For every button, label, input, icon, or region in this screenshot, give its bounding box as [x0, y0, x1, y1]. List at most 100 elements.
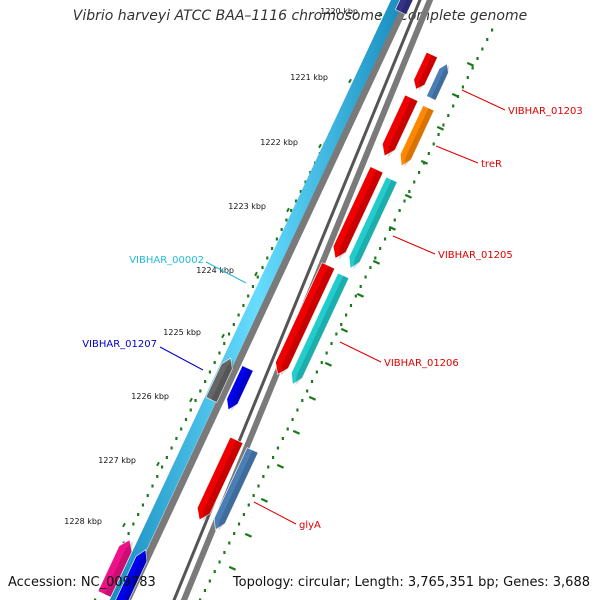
callout-label: VIBHAR_01206	[384, 358, 459, 369]
outer-tick-dot	[481, 47, 484, 51]
tick-dash	[254, 271, 258, 277]
gene-vibhar-01206-b-shade	[295, 275, 349, 386]
outer-tick-dash	[420, 159, 429, 165]
callout-label: treR	[481, 159, 502, 170]
outer-tick-dot	[447, 114, 450, 117]
inner-tick-dot	[223, 342, 226, 345]
inner-tick-dot	[218, 351, 221, 355]
gene-trer-left-shade	[387, 97, 418, 158]
outer-tick-dot	[320, 361, 323, 364]
callout-line	[392, 235, 436, 255]
gene-callout: VIBHAR_01207	[82, 339, 204, 371]
tick-label: 1221 kbp	[290, 73, 328, 82]
outer-tick-dot	[281, 437, 284, 440]
gene-glya	[196, 436, 244, 522]
inner-tick-dot	[141, 503, 145, 507]
gene-callout: VIBHAR_01206	[339, 341, 459, 369]
gene-vibhar-01206-shade	[280, 265, 335, 376]
gene-vibhar-01205-body	[332, 166, 384, 259]
outer-tick-dash	[308, 395, 317, 401]
inner-tick-dot	[156, 475, 159, 478]
outer-tick-dot	[247, 503, 250, 507]
gene-glya-body	[196, 436, 244, 521]
accession-label: Accession: NC_009783	[8, 575, 156, 590]
gene-vibhar-01207-gray	[205, 357, 234, 403]
callout-label: VIBHAR_01207	[82, 339, 157, 350]
tick-label: 1225 kbp	[163, 328, 201, 337]
gene-top-purple-body	[394, 0, 414, 15]
gene-blue-bottom-shade	[120, 551, 149, 600]
outer-tick-dot	[466, 76, 469, 79]
outer-tick-dot	[379, 247, 382, 250]
inner-tick-dot	[242, 304, 245, 307]
gene-vibhar-01205-b	[348, 176, 398, 270]
outer-tick-dash	[292, 429, 301, 435]
tick-mark: 1223 kbp	[228, 202, 290, 213]
tick-mark: 1225 kbp	[163, 328, 225, 339]
outer-tick-dot	[408, 190, 411, 193]
callout-line	[205, 261, 247, 284]
outer-tick-dot	[349, 304, 353, 307]
tick-dash	[318, 143, 322, 149]
outer-tick-dot	[335, 332, 338, 336]
tick-dash	[189, 397, 193, 403]
tick-dash	[286, 207, 290, 213]
tick-mark: 1228 kbp	[64, 517, 126, 528]
tick-mark: 1221 kbp	[290, 73, 352, 84]
inner-tick-dot	[251, 285, 255, 288]
gene-trer-left-body	[382, 94, 419, 157]
tick-mark: 1224 kbp	[196, 266, 258, 277]
tick-mark: 1222 kbp	[260, 138, 322, 149]
outer-tick-dot	[461, 85, 464, 89]
gene-vibhar-01207-gray-body	[205, 357, 233, 403]
gene-vibhar-01203-b	[426, 63, 450, 101]
inner-tick-dot	[280, 228, 283, 231]
inner-tick-dot	[290, 209, 293, 212]
outer-tick-dot	[286, 427, 289, 431]
outer-tick-dash	[356, 292, 365, 298]
outer-tick-dot	[369, 266, 372, 269]
outer-tick-dot	[398, 209, 401, 212]
outer-tick-dot	[228, 541, 231, 545]
gene-glya-b-body	[213, 447, 259, 531]
outer-tick-dot	[364, 275, 367, 279]
outer-tick-dot	[359, 285, 362, 288]
gene-vibhar-01207-gray-shade	[211, 359, 234, 403]
tick-mark: 1220 kbp	[320, 7, 382, 18]
tick-dash	[122, 522, 126, 528]
gene-callouts: VIBHAR_01203 treR VIBHAR_01205 VIBHAR_01206…	[82, 89, 583, 531]
gene-blue-bottom	[114, 549, 149, 600]
tick-dash	[221, 333, 225, 339]
outer-tick-dot	[199, 598, 202, 600]
gene-vibhar-01206	[275, 262, 336, 376]
callout-line	[435, 145, 479, 164]
gene-vibhar-01206-body	[275, 262, 336, 375]
outer-tick-dot	[476, 57, 479, 60]
gene-features	[97, 0, 450, 600]
gene-trer	[399, 105, 435, 168]
tick-mark: 1226 kbp	[131, 392, 193, 403]
outer-tick-dot	[418, 171, 421, 174]
outer-tick-dash	[244, 532, 253, 538]
outer-tick-dot	[310, 380, 314, 383]
outer-tick-dot	[257, 484, 260, 488]
inner-tick-dot	[127, 532, 130, 535]
outer-tick-dash	[228, 565, 237, 571]
inner-tick-dot	[208, 370, 211, 374]
gene-glya-b-shade	[218, 450, 259, 532]
outer-tick-dot	[330, 342, 333, 345]
inner-tick-dot	[204, 380, 207, 383]
inner-tick-dot	[261, 266, 264, 269]
gene-vibhar-01205-b-body	[348, 176, 398, 269]
outer-tick-dot	[267, 465, 270, 469]
outer-tick-dot	[233, 532, 236, 535]
gene-top-purple	[394, 0, 414, 15]
outer-tick-dot	[491, 28, 494, 32]
outer-tick-dash	[404, 193, 413, 199]
gene-vibhar-01207	[226, 365, 254, 412]
backbone-strand	[109, 0, 405, 600]
inner-tick-dot	[189, 408, 192, 412]
callout-label: VIBHAR_01203	[508, 106, 583, 117]
outer-tick-dot	[213, 570, 216, 573]
outer-tick-dash	[260, 497, 269, 503]
